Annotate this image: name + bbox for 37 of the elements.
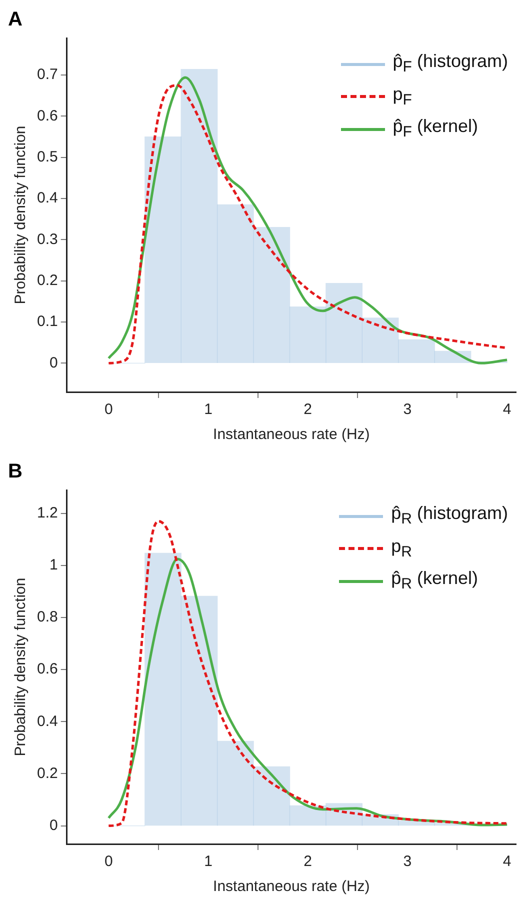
y-axis-title: Probability density function — [12, 126, 30, 304]
x-tick-label: 1 — [204, 401, 212, 418]
x-tick-label: 4 — [502, 853, 512, 870]
y-tick-label: 0.6 — [36, 660, 58, 678]
y-axis-title: Probability density function — [12, 578, 30, 756]
y-tick-label: 0 — [50, 816, 58, 834]
y-tick-label: 0.3 — [36, 230, 58, 248]
y-tick-label: 0 — [50, 354, 58, 372]
y-tick-label: 1 — [50, 556, 58, 574]
y-tick-label: 0.1 — [36, 313, 58, 330]
y-tick-label: 0.8 — [36, 608, 58, 626]
y-tick-label: 0.5 — [36, 148, 58, 166]
y-tick-label: 0.4 — [36, 190, 58, 207]
y-tick-label: 0.7 — [36, 66, 58, 84]
legend-label: p̂$_{R}$ (kernel) — [391, 567, 478, 595]
legend-label: p$_{R}$ — [391, 534, 412, 562]
legend-label: p̂$_{F}$ (kernel) — [392, 115, 478, 143]
x-tick-label: 0 — [104, 853, 113, 870]
legend-label: p̂$_{R}$ (histogram) — [391, 502, 508, 530]
x-tick-label: 3 — [403, 853, 412, 870]
x-tick-label: 3 — [403, 401, 412, 418]
y-tick-label: 0.4 — [36, 712, 58, 730]
legend-label: p̂$_{F}$ (histogram) — [392, 50, 508, 78]
y-tick-label: 0.2 — [36, 272, 58, 289]
y-tick-label: 0.2 — [36, 764, 58, 782]
chart-title: B — [8, 460, 22, 483]
x-tick-label: 2 — [304, 401, 312, 418]
x-axis-title: Instantaneous rate (Hz) — [213, 878, 370, 896]
x-tick-label: 2 — [304, 853, 312, 870]
x-axis-title: Instantaneous rate (Hz) — [213, 426, 370, 444]
legend-label: p$_{F}$ — [392, 82, 412, 110]
x-tick-label: 4 — [502, 401, 512, 418]
y-tick-label: 1.2 — [36, 504, 58, 522]
y-tick-label: 0.6 — [36, 107, 58, 124]
x-tick-label: 0 — [104, 401, 113, 418]
x-tick-label: 1 — [204, 853, 212, 870]
chart-title: A — [8, 8, 22, 31]
